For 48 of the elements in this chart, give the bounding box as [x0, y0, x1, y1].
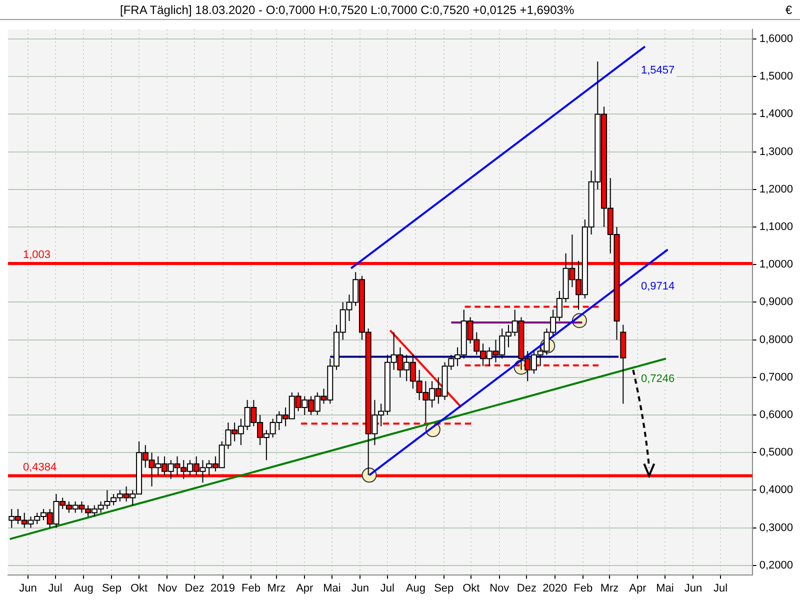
- y-tick-label: 0,9000: [759, 296, 794, 308]
- x-tick-label: Apr: [296, 582, 314, 594]
- y-tick-label: 0,4000: [759, 484, 794, 496]
- x-tick-label: Apr: [629, 582, 647, 594]
- ref-line-label: 0,4384: [23, 461, 57, 474]
- x-tick-label: Mai: [323, 582, 341, 594]
- y-tick-label: 1,6000: [759, 33, 794, 46]
- x-tick-label: Mai: [656, 582, 674, 594]
- x-tick-label: 2020: [542, 582, 568, 594]
- y-axis-title: €: [785, 2, 792, 16]
- x-tick-label: Jun: [19, 582, 37, 594]
- x-tick-label: Dez: [516, 582, 536, 594]
- x-tick-label: 2019: [210, 582, 235, 594]
- x-tick-label: Aug: [406, 582, 426, 594]
- y-tick-label: 0,2000: [759, 559, 794, 572]
- y-tick-label: 0,6000: [759, 409, 794, 422]
- y-tick-label: 0,5000: [759, 446, 794, 459]
- x-tick-label: Aug: [74, 582, 94, 594]
- annotation: 0,7246: [640, 373, 675, 386]
- y-tick-label: 1,0000: [759, 258, 794, 271]
- y-tick-label: 1,3000: [759, 146, 794, 158]
- y-tick-label: 1,1000: [759, 221, 794, 234]
- x-tick-label: Mrz: [267, 582, 286, 594]
- x-tick-label: Jul: [48, 582, 62, 594]
- ref-line-label: 1,003: [23, 249, 51, 262]
- x-tick-label: Nov: [157, 582, 178, 594]
- x-tick-label: Feb: [241, 582, 260, 594]
- x-tick-label: Jul: [713, 582, 728, 594]
- y-tick-label: 1,2000: [759, 183, 794, 196]
- x-tick-label: Okt: [130, 582, 148, 594]
- x-tick-label: Feb: [574, 582, 593, 594]
- x-tick-label: Nov: [490, 582, 510, 594]
- y-tick-label: 0,3000: [759, 522, 794, 534]
- x-tick-label: Sep: [434, 582, 454, 594]
- x-tick-label: Jun: [351, 582, 370, 594]
- x-tick-label: Mrz: [600, 582, 619, 594]
- x-tick-label: Okt: [462, 582, 480, 594]
- x-tick-label: Jul: [380, 582, 394, 594]
- y-tick-label: 0,8000: [759, 334, 794, 346]
- annotation: 0,9714: [640, 280, 675, 292]
- annotation: 1,5457: [640, 64, 675, 76]
- x-tick-label: Jun: [684, 582, 702, 594]
- y-tick-label: 1,4000: [759, 108, 794, 120]
- chart-title: [FRA Täglich] 18.03.2020 - O:0,7000 H:0,7520 L:0,7000 C:0,7520 +0,0125 +1,6903%: [120, 2, 574, 16]
- y-tick-label: 1,5000: [759, 70, 794, 83]
- y-tick-label: 0,7000: [759, 371, 794, 384]
- x-tick-label: Dez: [184, 582, 204, 594]
- x-tick-label: Sep: [102, 582, 122, 594]
